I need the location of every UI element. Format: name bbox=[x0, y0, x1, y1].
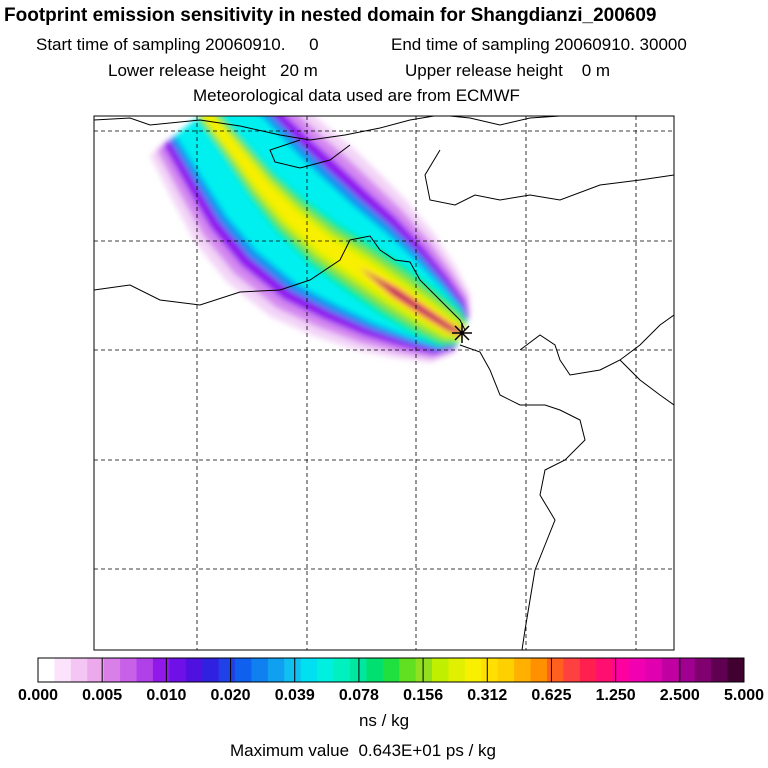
colorbar-cell bbox=[661, 658, 679, 682]
meteorological-data-label: Meteorological data used are from ECMWF bbox=[193, 86, 520, 105]
figure-title: Footprint emission sensitivity in nested… bbox=[4, 5, 657, 26]
colorbar-cell bbox=[629, 658, 646, 682]
maximum-value-label: Maximum value 0.643E+01 ps / kg bbox=[230, 741, 496, 760]
colorbar-cell bbox=[267, 658, 285, 682]
colorbar-cell bbox=[448, 658, 466, 682]
colorbar-cell bbox=[694, 658, 712, 682]
colorbar-tick-label: 0.010 bbox=[146, 687, 186, 704]
coastline-island bbox=[619, 359, 674, 406]
colorbar-cell bbox=[218, 658, 236, 682]
colorbar-cell bbox=[54, 658, 72, 682]
colorbar-tick-label: 1.250 bbox=[596, 687, 636, 704]
colorbar-cell bbox=[399, 658, 417, 682]
colorbar-cell bbox=[711, 658, 729, 682]
colorbar-cell bbox=[530, 658, 548, 682]
colorbar-cell bbox=[136, 658, 154, 682]
colorbar-tick-label: 0.000 bbox=[18, 687, 58, 704]
colorbar-cell bbox=[579, 658, 597, 682]
colorbar-cell bbox=[464, 658, 482, 682]
colorbar-tick-label: 0.078 bbox=[339, 687, 379, 704]
colorbar-cell bbox=[300, 658, 318, 682]
receptor-star-icon bbox=[452, 323, 472, 343]
colorbar-tick-label: 0.005 bbox=[82, 687, 122, 704]
colorbar-cell bbox=[70, 658, 88, 682]
colorbar-cell bbox=[152, 658, 170, 682]
coastline-west bbox=[94, 235, 466, 331]
colorbar-cell bbox=[333, 658, 351, 682]
coastline-korea bbox=[519, 314, 674, 376]
start-time-label: Start time of sampling 20060910. 0 bbox=[36, 35, 319, 54]
colorbar-tick-label: 5.000 bbox=[724, 687, 764, 704]
colorbar-cell bbox=[38, 658, 55, 682]
colorbar-unit-label: ns / kg bbox=[358, 711, 410, 730]
colorbar-tick-label: 0.039 bbox=[275, 687, 315, 704]
colorbar-cell bbox=[366, 658, 384, 682]
grid-lines bbox=[94, 116, 674, 650]
colorbar-cell bbox=[120, 658, 138, 682]
colorbar-cell bbox=[612, 658, 630, 682]
colorbar-cell bbox=[596, 658, 614, 682]
end-time-label: End time of sampling 20060910. 30000 bbox=[391, 35, 687, 54]
colorbar-cell bbox=[727, 658, 745, 682]
colorbar-tick-label: 0.312 bbox=[467, 687, 507, 704]
colorbar-cell bbox=[432, 658, 449, 682]
colorbar-cell bbox=[481, 658, 499, 682]
lower-release-height-label: Lower release height 20 m bbox=[108, 61, 318, 80]
colorbar-cell bbox=[284, 658, 302, 682]
colorbar-cell bbox=[103, 658, 121, 682]
colorbar-tick-label: 0.625 bbox=[531, 687, 571, 704]
colorbar-cell bbox=[415, 658, 433, 682]
colorbar-cell bbox=[185, 658, 203, 682]
coastline-east bbox=[459, 344, 586, 650]
colorbar-cell bbox=[546, 658, 564, 682]
colorbar-cell bbox=[645, 658, 663, 682]
colorbar-cell bbox=[235, 658, 252, 682]
colorbar-cell bbox=[382, 658, 400, 682]
coastline-north bbox=[94, 116, 561, 141]
colorbar-tick-label: 0.156 bbox=[403, 687, 443, 704]
coastline-bay bbox=[269, 139, 674, 206]
colorbar-cell bbox=[514, 658, 532, 682]
colorbar-cell bbox=[87, 658, 105, 682]
upper-release-height-label: Upper release height 0 m bbox=[405, 61, 611, 80]
colorbar: 0.000 0.005 0.010 0.020 0.039 0.078 0.156 0.312… bbox=[18, 657, 764, 704]
coastlines bbox=[94, 116, 674, 650]
colorbar-cell bbox=[497, 658, 515, 682]
footprint-map bbox=[93, 115, 675, 651]
colorbar-cell bbox=[251, 658, 269, 682]
colorbar-cell bbox=[317, 658, 335, 682]
map-frame bbox=[93, 115, 675, 651]
colorbar-cell bbox=[202, 658, 220, 682]
colorbar-cell bbox=[678, 658, 696, 682]
colorbar-tick-label: 0.020 bbox=[211, 687, 251, 704]
colorbar-tick-label: 2.500 bbox=[660, 687, 700, 704]
plume-layer bbox=[150, 116, 471, 363]
colorbar-cell bbox=[169, 658, 187, 682]
colorbar-cell bbox=[563, 658, 581, 682]
